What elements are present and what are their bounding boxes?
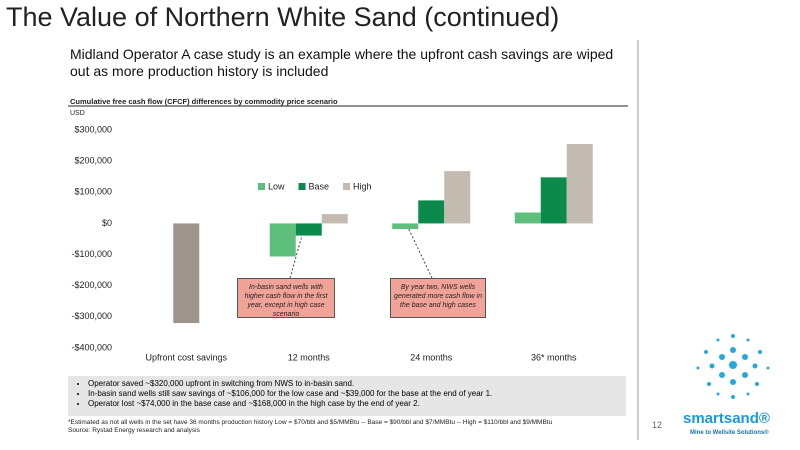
y-unit: USD [70,110,85,117]
bar [540,177,567,224]
bullet: Operator saved ~$320,000 upfront in swit… [88,379,626,389]
slide-title: The Value of Northern White Sand (contin… [6,2,560,32]
bar [418,200,445,224]
logo-tagline: Mine to Wellsite Solutions® [690,430,769,436]
legend-label: Base [309,181,330,191]
legend-label: Low [268,181,285,191]
bar [321,214,348,224]
y-tick-label: -$200,000 [71,280,112,290]
y-tick-label: -$300,000 [71,311,112,321]
bar [444,171,471,224]
x-tick-label: 12 months [288,352,331,362]
bar [514,212,541,224]
page-number: 12 [652,420,663,430]
chart-title: Cumulative free cash flow (CFCF) differe… [70,97,338,106]
bar [392,223,419,230]
callout-connector [289,235,303,279]
callout: In-basin sand wells with higher cash flo… [237,278,335,318]
footnotes: *Estimated as not all wells in the set h… [68,419,552,435]
bar [566,144,593,224]
legend-swatch [298,183,306,190]
bullet-list: Operator saved ~$320,000 upfront in swit… [68,376,626,416]
bullet: In-basin sand wells still saw savings of… [88,389,626,399]
x-tick-label: Upfront cost savings [145,352,227,362]
legend-swatch [343,183,351,190]
y-tick-label: $300,000 [74,124,112,134]
bullet: Operator lost ~$74,000 in the base case … [88,399,626,409]
bar [269,223,296,257]
y-tick-label: $200,000 [74,156,112,166]
y-tick-label: $0 [102,218,112,228]
legend-swatch [258,183,265,190]
y-tick-label: $100,000 [74,187,112,197]
y-tick-label: -$100,000 [71,249,112,259]
x-tick-label: 24 months [410,352,453,362]
bar [295,223,322,236]
logo-name: smartsand® [683,410,770,427]
x-tick-label: 36* months [531,352,577,362]
footnote: Source: Rystad Energy research and analy… [68,427,200,434]
footnote: *Estimated as not all wells in the set h… [68,419,553,426]
callout: By year two, NWS wells generated more ca… [390,278,486,318]
callout-connector [407,227,433,279]
logo-mark [696,334,770,399]
heading: Midland Operator A case study is an exam… [70,46,614,79]
legend-label: High [353,181,372,191]
bar [173,223,200,324]
y-tick-label: -$400,000 [71,342,112,352]
